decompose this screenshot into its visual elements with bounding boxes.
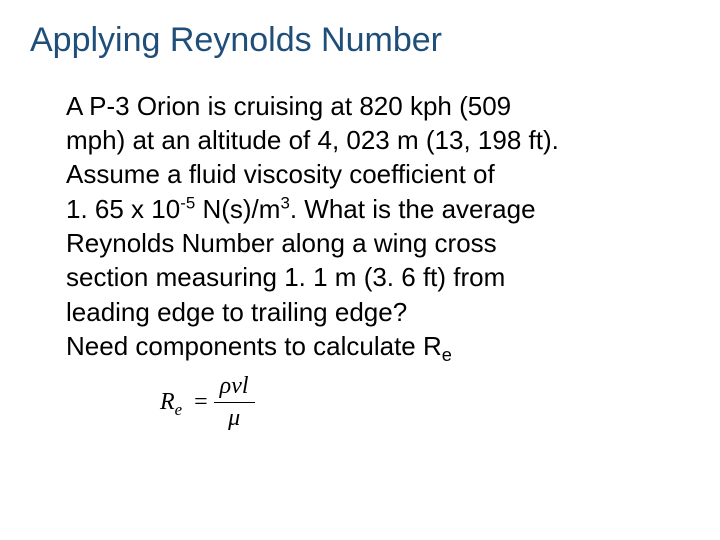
formula-fraction: ρvl μ <box>214 373 255 431</box>
reynolds-formula: Re = ρvl μ <box>160 373 255 431</box>
formula-region: Re = ρvl μ <box>30 373 690 431</box>
body-line-6: section measuring 1. 1 m (3. 6 ft) from <box>66 262 505 292</box>
exponent-neg5: -5 <box>180 193 195 212</box>
body-text: A P-3 Orion is cruising at 820 kph (509 … <box>30 89 690 364</box>
formula-sub-e: e <box>175 400 182 419</box>
formula-denominator: μ <box>222 403 246 431</box>
formula-R: R <box>160 389 175 415</box>
formula-lhs: Re <box>160 389 182 416</box>
body-line-4a: 1. 65 x 10 <box>66 194 180 224</box>
body-line-5: Reynolds Number along a wing cross <box>66 228 497 258</box>
subscript-e: e <box>442 345 452 365</box>
body-line-3: Assume a fluid viscosity coefficient of <box>66 159 495 189</box>
formula-equals: = <box>194 389 208 416</box>
body-line-2: mph) at an altitude of 4, 023 m (13, 198… <box>66 125 559 155</box>
body-line-4c: . What is the average <box>290 194 536 224</box>
body-line-1: A P-3 Orion is cruising at 820 kph (509 <box>66 91 511 121</box>
formula-numerator: ρvl <box>214 373 255 401</box>
slide-title: Applying Reynolds Number <box>30 20 690 61</box>
exponent-3: 3 <box>280 193 289 212</box>
slide: Applying Reynolds Number A P-3 Orion is … <box>0 0 720 540</box>
body-line-7: leading edge to trailing edge? <box>66 297 407 327</box>
body-line-8a: Need components to calculate R <box>66 331 442 361</box>
body-line-4b: N(s)/m <box>195 194 280 224</box>
